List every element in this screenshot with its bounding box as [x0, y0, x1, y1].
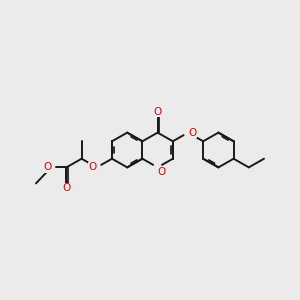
- Text: O: O: [43, 162, 51, 172]
- Text: O: O: [188, 128, 196, 138]
- Text: O: O: [62, 183, 70, 194]
- Text: O: O: [154, 106, 162, 117]
- Text: O: O: [88, 162, 97, 172]
- Text: O: O: [158, 167, 166, 177]
